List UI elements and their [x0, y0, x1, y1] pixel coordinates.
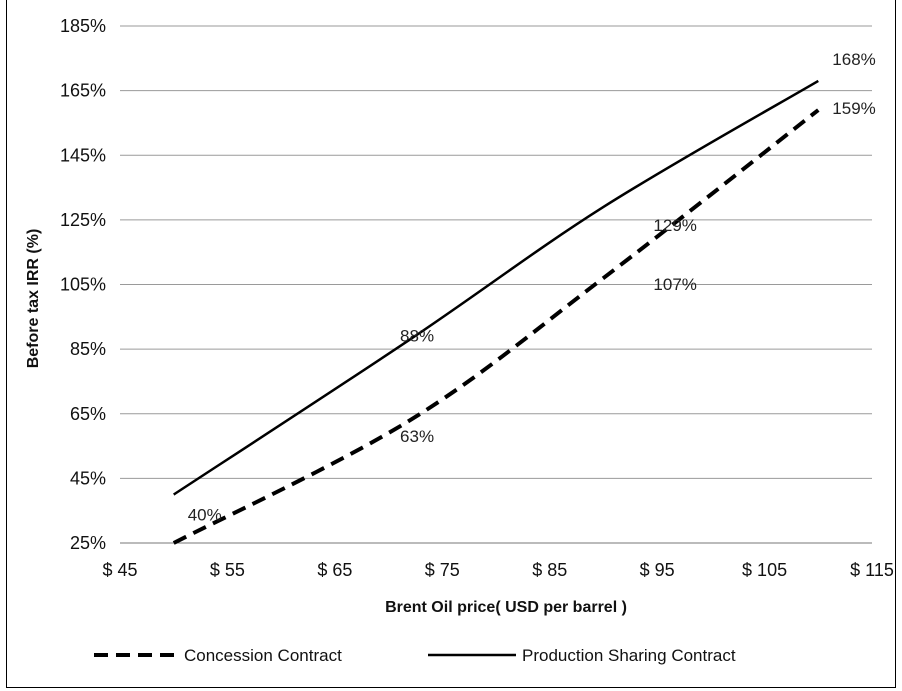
data-label: 168%: [832, 50, 875, 69]
legend-label: Production Sharing Contract: [522, 646, 736, 665]
data-label: 107%: [653, 275, 696, 294]
y-tick-label: 125%: [60, 210, 106, 230]
y-tick-label: 105%: [60, 275, 106, 295]
data-labels: 63% 107% 159% 40% 88% 129% 168%: [188, 50, 876, 525]
legend-label: Concession Contract: [184, 646, 342, 665]
x-axis-title: Brent Oil price( USD per barrel ): [385, 599, 627, 616]
data-label: 63%: [400, 427, 434, 446]
y-tick-label: 85%: [70, 339, 106, 359]
y-tick-label: 65%: [70, 404, 106, 424]
x-tick-label: $ 65: [317, 560, 352, 580]
axes: 25% 45% 65% 85% 105% 125% 145% 165% 185% $ 45 $ 55…: [60, 16, 894, 580]
y-tick-label: 145%: [60, 145, 106, 165]
y-tick-label: 185%: [60, 16, 106, 36]
x-tick-label: $ 105: [742, 560, 787, 580]
x-tick-label: $ 45: [102, 560, 137, 580]
data-label: 88%: [400, 326, 434, 345]
x-tick-label: $ 95: [640, 560, 675, 580]
data-label: 129%: [653, 216, 696, 235]
y-axis-title: Before tax IRR (%): [25, 229, 42, 369]
chart-frame: [6, 0, 896, 688]
data-label: 40%: [188, 506, 222, 525]
production-sharing-contract-line: [173, 79, 819, 496]
x-tick-label: $ 55: [210, 560, 245, 580]
legend: Concession Contract Production Sharing Co…: [94, 646, 736, 665]
y-tick-label: 165%: [60, 81, 106, 101]
gridlines: [120, 25, 872, 544]
series-lines: [172, 79, 820, 545]
x-tick-label: $ 85: [532, 560, 567, 580]
x-tick-label: $ 115: [850, 560, 894, 580]
y-tick-label: 25%: [70, 533, 106, 553]
x-tick-label: $ 75: [425, 560, 460, 580]
concession-contract-line: [172, 108, 820, 545]
data-label: 159%: [832, 99, 875, 118]
y-tick-label: 45%: [70, 468, 106, 488]
